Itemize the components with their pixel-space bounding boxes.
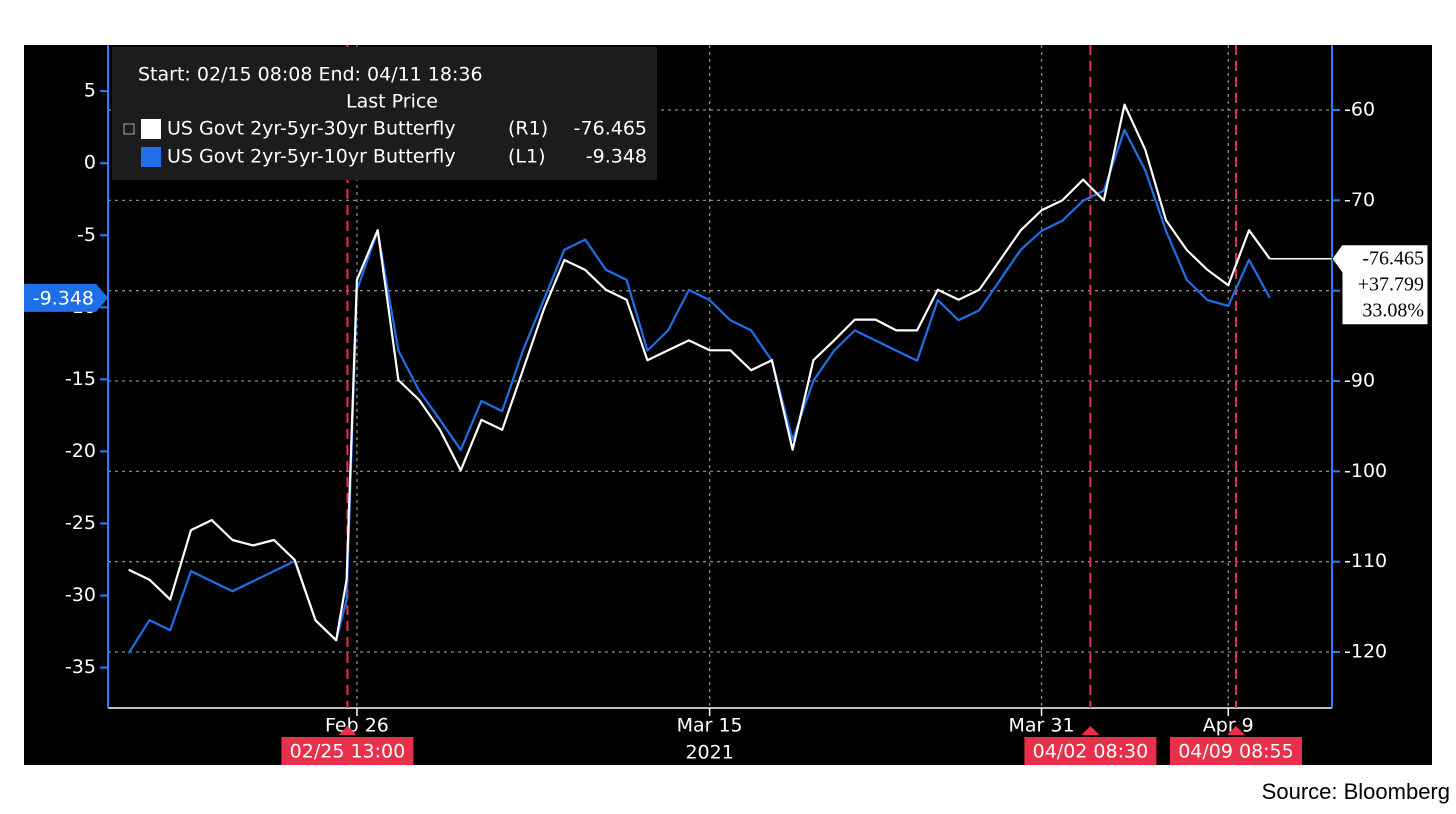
event-marker xyxy=(1081,726,1100,735)
event-marker xyxy=(338,726,357,735)
legend-toggle xyxy=(123,123,135,135)
last-value-tag xyxy=(1331,244,1429,326)
change: +37.799 xyxy=(1358,273,1424,295)
last-value-tag xyxy=(24,283,108,312)
legend-label: US Govt 2yr-5yr-30yr Butterfly xyxy=(167,118,456,140)
y2-tick-label: -110 xyxy=(1344,550,1387,572)
last-value: -76.465 xyxy=(1362,247,1424,269)
y2-tick-label: -90 xyxy=(1344,370,1375,392)
x-tick-label: Mar 15 xyxy=(677,715,743,737)
y-tick-label: 5 xyxy=(84,80,96,102)
y-tick-label: -25 xyxy=(65,512,96,534)
legend-axis-tag: (R1) xyxy=(508,118,548,140)
change-pct: 33.08% xyxy=(1362,299,1424,321)
y2-tick-label: -70 xyxy=(1344,189,1375,211)
legend-value: -9.348 xyxy=(586,146,647,168)
event-marker xyxy=(1226,726,1245,735)
event-label: 04/09 08:55 xyxy=(1178,741,1294,763)
y2-tick-label: -100 xyxy=(1344,460,1387,482)
event-label: 02/25 13:00 xyxy=(290,741,406,763)
legend-axis-tag: (L1) xyxy=(508,146,546,168)
y-tick-label: -35 xyxy=(65,656,96,678)
legend-value: -76.465 xyxy=(574,118,647,140)
y-tick-label: -30 xyxy=(65,584,96,606)
y-tick-label: -15 xyxy=(65,368,96,390)
last-value: -9.348 xyxy=(33,287,94,309)
event-label-box xyxy=(1024,737,1157,765)
legend-label: US Govt 2yr-5yr-10yr Butterfly xyxy=(167,146,456,168)
x-year-label: 2021 xyxy=(685,742,733,764)
legend-title: Last Price xyxy=(346,91,438,113)
y-tick-label: -20 xyxy=(65,440,96,462)
x-tick-label: Apr 9 xyxy=(1203,715,1254,737)
x-tick-label: Mar 31 xyxy=(1009,715,1075,737)
y-tick-label: -5 xyxy=(77,224,96,246)
legend-box xyxy=(112,47,657,180)
event-label-box xyxy=(281,737,414,765)
legend-swatch xyxy=(141,119,161,139)
y2-tick-label: -60 xyxy=(1344,99,1375,121)
x-tick-label: Feb 26 xyxy=(325,715,389,737)
y-tick-label: 0 xyxy=(84,152,96,174)
legend-header: Start: 02/15 08:08 End: 04/11 18:36 xyxy=(138,64,483,86)
source-note: Source: Bloomberg xyxy=(1262,779,1450,804)
y2-tick-label: -120 xyxy=(1344,640,1387,662)
event-label-box xyxy=(1169,737,1302,765)
event-label: 04/02 08:30 xyxy=(1033,741,1149,763)
series-line xyxy=(128,103,1271,642)
legend-swatch xyxy=(141,147,161,167)
